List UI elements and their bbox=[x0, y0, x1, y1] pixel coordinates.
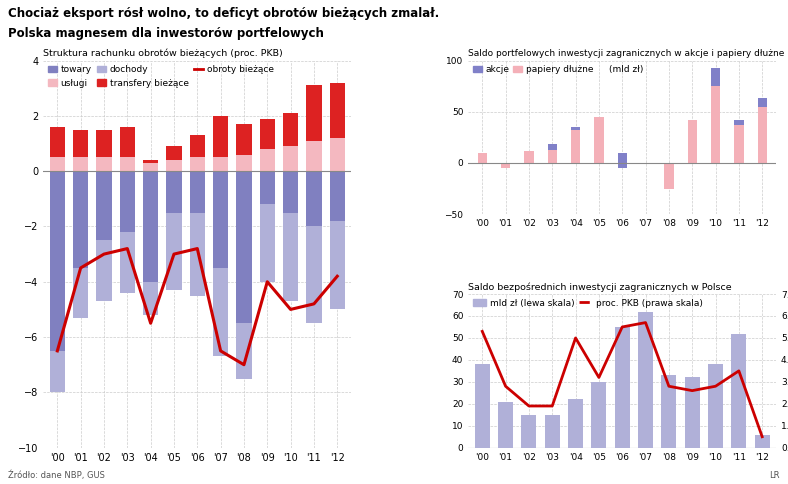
Bar bbox=[548, 145, 557, 163]
Bar bbox=[96, 171, 112, 240]
Bar bbox=[73, 171, 88, 268]
Legend: mld zł (lewa skala), proc. PKB (prawa skala): mld zł (lewa skala), proc. PKB (prawa sk… bbox=[473, 299, 703, 307]
Bar bbox=[524, 151, 533, 163]
Bar bbox=[664, 163, 674, 189]
Bar bbox=[73, 130, 88, 157]
Bar bbox=[329, 83, 345, 138]
Bar bbox=[545, 415, 559, 448]
Bar bbox=[73, 268, 88, 318]
Bar bbox=[329, 221, 345, 309]
Bar bbox=[260, 149, 275, 171]
Bar bbox=[120, 232, 135, 293]
Bar bbox=[260, 171, 275, 204]
Bar bbox=[571, 127, 580, 163]
Bar bbox=[96, 157, 112, 171]
Bar bbox=[594, 117, 604, 163]
Bar bbox=[236, 171, 251, 323]
Bar bbox=[615, 327, 630, 448]
Bar bbox=[143, 163, 158, 171]
Bar bbox=[661, 375, 676, 448]
Bar bbox=[190, 171, 205, 212]
Bar bbox=[50, 351, 65, 393]
Bar bbox=[638, 312, 653, 448]
Bar bbox=[213, 268, 229, 356]
Bar bbox=[755, 435, 770, 448]
Bar bbox=[166, 160, 181, 171]
Legend: akcje, papiery dłużne, (mld zł): akcje, papiery dłużne, (mld zł) bbox=[473, 65, 644, 74]
Bar bbox=[73, 157, 88, 171]
Bar bbox=[143, 171, 158, 282]
Bar bbox=[498, 402, 513, 448]
Bar bbox=[190, 135, 205, 157]
Text: Struktura rachunku obrotów bieżących (proc. PKB): Struktura rachunku obrotów bieżących (pr… bbox=[43, 49, 283, 59]
Bar bbox=[260, 119, 275, 149]
Text: Saldo portfelowych inwestycji zagranicznych w akcje i papiery dłużne: Saldo portfelowych inwestycji zagraniczn… bbox=[468, 49, 785, 59]
Bar bbox=[213, 116, 229, 157]
Legend: towary, usługi, dochody, transfery bieżące, obroty bieżące: towary, usługi, dochody, transfery bieżą… bbox=[48, 65, 273, 88]
Text: Źródło: dane NBP, GUS: Źródło: dane NBP, GUS bbox=[8, 470, 105, 480]
Bar bbox=[120, 171, 135, 232]
Bar bbox=[618, 152, 627, 163]
Bar bbox=[50, 157, 65, 171]
Bar bbox=[757, 98, 767, 106]
Bar bbox=[260, 204, 275, 282]
Bar bbox=[96, 130, 112, 157]
Bar bbox=[501, 163, 511, 168]
Bar bbox=[190, 212, 205, 296]
Bar bbox=[283, 171, 298, 212]
Bar bbox=[478, 152, 487, 163]
Text: Chociaż eksport rósł wolno, to deficyt obrotów bieżących zmalał.: Chociaż eksport rósł wolno, to deficyt o… bbox=[8, 7, 439, 20]
Bar bbox=[166, 146, 181, 160]
Bar bbox=[283, 146, 298, 171]
Bar bbox=[711, 86, 720, 163]
Bar bbox=[307, 85, 322, 141]
Bar bbox=[283, 113, 298, 146]
Bar bbox=[50, 171, 65, 351]
Bar bbox=[236, 124, 251, 154]
Bar bbox=[236, 154, 251, 171]
Bar bbox=[731, 333, 746, 448]
Bar bbox=[166, 171, 181, 212]
Bar bbox=[307, 141, 322, 171]
Bar bbox=[757, 106, 767, 163]
Bar bbox=[143, 282, 158, 315]
Bar bbox=[96, 240, 112, 301]
Bar bbox=[329, 171, 345, 221]
Bar bbox=[213, 157, 229, 171]
Bar bbox=[50, 127, 65, 157]
Bar bbox=[734, 120, 744, 163]
Bar bbox=[688, 120, 697, 163]
Bar bbox=[618, 152, 627, 168]
Text: Polska magnesem dla inwestorów portfelowych: Polska magnesem dla inwestorów portfelow… bbox=[8, 27, 324, 40]
Bar bbox=[708, 364, 723, 448]
Bar bbox=[548, 145, 557, 150]
Bar bbox=[522, 415, 537, 448]
Bar bbox=[329, 138, 345, 171]
Bar bbox=[474, 364, 490, 448]
Bar bbox=[734, 120, 744, 125]
Bar bbox=[143, 160, 158, 163]
Text: LR: LR bbox=[770, 471, 780, 480]
Bar bbox=[120, 157, 135, 171]
Text: Saldo bezpośrednich inwestycji zagranicznych w Polsce: Saldo bezpośrednich inwestycji zagranicz… bbox=[468, 282, 732, 292]
Bar bbox=[711, 68, 720, 86]
Bar bbox=[307, 171, 322, 227]
Bar bbox=[591, 382, 607, 448]
Bar bbox=[236, 323, 251, 378]
Bar bbox=[166, 212, 181, 290]
Bar bbox=[190, 157, 205, 171]
Bar bbox=[307, 227, 322, 323]
Bar bbox=[571, 127, 580, 130]
Bar bbox=[120, 127, 135, 157]
Bar bbox=[568, 399, 583, 448]
Bar bbox=[213, 171, 229, 268]
Bar bbox=[283, 212, 298, 301]
Bar bbox=[685, 378, 700, 448]
